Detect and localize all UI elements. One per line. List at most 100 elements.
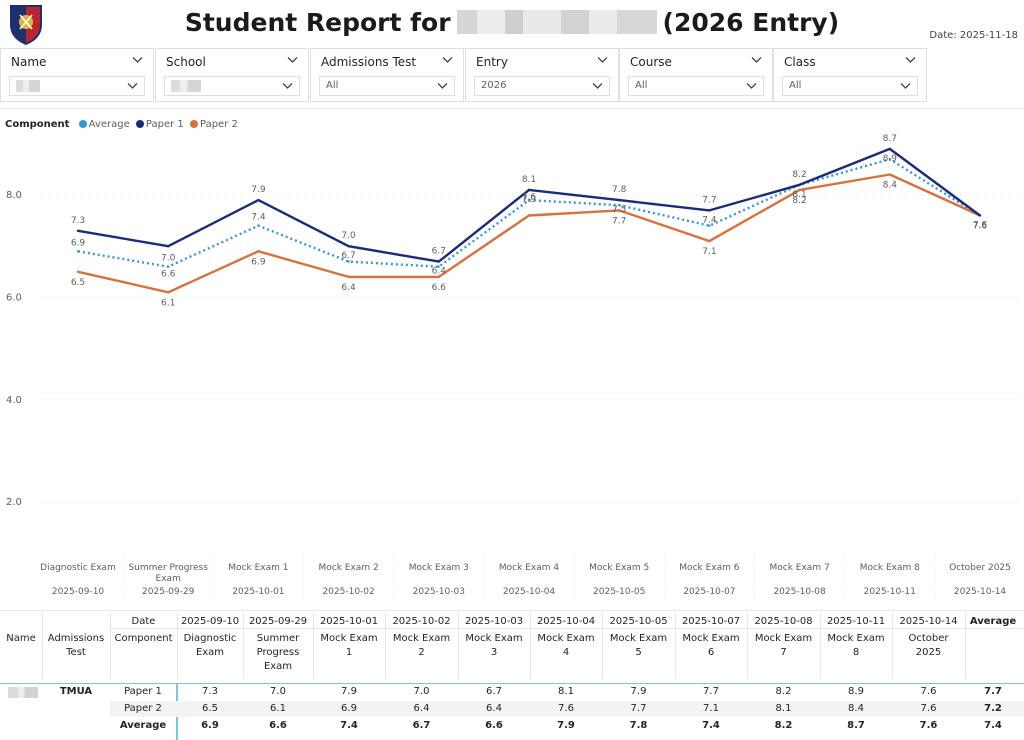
redacted-value — [171, 80, 201, 92]
data-point-paper1[interactable] — [618, 198, 621, 202]
header-date-value[interactable]: 2025-10-02 — [392, 616, 451, 627]
series-line-paper1[interactable] — [77, 147, 981, 263]
dropdown-value: All — [789, 80, 802, 91]
x-tick-label-exam: Mock Exam 5 — [589, 563, 649, 573]
cell-score: 7.4 — [340, 720, 358, 731]
header-date-value[interactable]: 2025-09-29 — [248, 616, 308, 627]
data-point-paper1[interactable] — [257, 198, 260, 202]
header-date-value[interactable]: 2025-10-05 — [609, 616, 668, 627]
data-point-paper1[interactable] — [76, 229, 80, 233]
data-point-paper1[interactable] — [437, 260, 440, 263]
cell-score: 6.6 — [485, 720, 503, 731]
data-point-paper2[interactable] — [437, 275, 440, 279]
redacted-name — [8, 687, 38, 698]
data-point-paper2[interactable] — [618, 209, 621, 212]
data-label: 8.7 — [883, 134, 897, 144]
legend-item-paper-1[interactable]: Paper 1 — [133, 119, 184, 130]
data-point-average[interactable] — [888, 157, 891, 161]
data-point-average[interactable] — [76, 250, 80, 253]
header-component: Component — [114, 633, 173, 644]
data-point-paper1[interactable] — [708, 209, 711, 212]
slicer-label: Class — [784, 55, 816, 69]
legend-item-average[interactable]: Average — [76, 119, 130, 130]
legend-title: Component — [5, 119, 70, 130]
data-point-paper2[interactable] — [708, 239, 711, 243]
data-point-average[interactable] — [257, 224, 260, 227]
data-label: 6.7 — [341, 251, 355, 261]
data-label: 7.5 — [612, 205, 626, 215]
data-label: 6.4 — [432, 267, 447, 277]
data-point-average[interactable] — [437, 265, 440, 268]
cell-score: 7.7 — [630, 703, 647, 714]
header-divider — [0, 683, 1024, 684]
x-tick-label-exam: Mock Exam 7 — [770, 563, 830, 573]
data-label: 7.1 — [702, 247, 716, 257]
header-date-value[interactable]: 2025-10-08 — [754, 616, 813, 627]
cell-component: Paper 2 — [124, 703, 162, 714]
data-label: 6.6 — [432, 283, 447, 293]
data-point-paper2[interactable] — [167, 291, 170, 294]
x-tick-label-date: 2025-09-10 — [52, 587, 105, 597]
course-dropdown[interactable]: All — [628, 76, 764, 96]
chevron-down-icon — [127, 83, 138, 89]
chevron-down-icon — [287, 57, 298, 63]
x-tick-label-date: 2025-10-03 — [413, 587, 465, 597]
header-date-value[interactable]: 2025-10-11 — [826, 616, 886, 627]
cell-score: 8.7 — [847, 720, 865, 731]
header-date-value[interactable]: 2025-10-04 — [536, 616, 596, 627]
entry-dropdown[interactable]: 2026 — [474, 76, 610, 96]
header-date-value[interactable]: 2025-10-03 — [464, 616, 524, 627]
data-point-average[interactable] — [618, 204, 621, 207]
slicer-label: Entry — [476, 55, 508, 69]
x-tick-label-date: 2025-10-05 — [593, 587, 645, 597]
x-tick-label-exam: Mock Exam 1 — [228, 563, 288, 573]
data-point-paper1[interactable] — [798, 183, 801, 186]
column-divider — [892, 613, 893, 679]
dropdown-value: 2026 — [481, 80, 507, 91]
header-exam-name: Mock Exam 6 — [682, 633, 740, 658]
cell-score: 7.7 — [703, 686, 719, 697]
data-point-paper2[interactable] — [527, 214, 531, 217]
data-point-paper1[interactable] — [347, 245, 350, 248]
data-point-paper2[interactable] — [76, 270, 80, 273]
data-point-paper1[interactable] — [978, 214, 982, 217]
cell-score: 7.9 — [630, 686, 647, 697]
header-date-value[interactable]: 2025-09-10 — [180, 616, 240, 627]
dropdown-value — [171, 80, 201, 93]
x-tick-label-date: 2025-10-01 — [232, 587, 284, 597]
legend-item-paper-2[interactable]: Paper 2 — [187, 119, 238, 130]
data-point-average[interactable] — [527, 198, 531, 202]
data-label: 6.1 — [161, 298, 175, 308]
y-tick-label: 4.0 — [6, 395, 22, 406]
data-point-paper2[interactable] — [798, 188, 801, 192]
x-tick-label-exam: October 2025 — [949, 563, 1011, 573]
data-label: 7.3 — [71, 216, 85, 226]
column-divider — [177, 613, 178, 679]
data-point-average[interactable] — [167, 265, 170, 268]
header-exam-name: Diagnostic Exam — [183, 633, 237, 658]
chart-legend: Component Average Paper 1 Paper 2 — [5, 119, 238, 130]
header-exam-name: Mock Exam 1 — [320, 633, 378, 658]
admissions-test-dropdown[interactable]: All — [319, 76, 455, 96]
data-point-paper1[interactable] — [167, 245, 170, 248]
data-point-paper1[interactable] — [527, 188, 531, 192]
cell-score: 7.9 — [341, 686, 357, 697]
data-point-paper1[interactable] — [888, 147, 891, 151]
class-dropdown[interactable]: All — [782, 76, 918, 96]
data-point-average[interactable] — [347, 260, 350, 263]
school-dropdown[interactable] — [164, 76, 300, 96]
x-tick-label-exam: Mock Exam 8 — [860, 563, 920, 573]
header-date-value[interactable]: 2025-10-07 — [681, 616, 741, 627]
x-tick-label-date: 2025-10-07 — [683, 587, 735, 597]
data-point-paper2[interactable] — [257, 250, 260, 253]
name-dropdown[interactable] — [9, 76, 145, 96]
data-point-average[interactable] — [708, 224, 711, 227]
cell-score: 7.6 — [920, 686, 937, 697]
data-point-paper2[interactable] — [347, 275, 350, 279]
header-date-value[interactable]: 2025-10-14 — [899, 616, 958, 627]
cell-score: 7.8 — [629, 720, 648, 731]
data-point-paper2[interactable] — [888, 173, 891, 176]
x-tick-label-date: 2025-10-04 — [503, 587, 556, 597]
header-date-value[interactable]: 2025-10-01 — [319, 616, 379, 627]
header-exam-name: Mock Exam 4 — [537, 633, 595, 658]
